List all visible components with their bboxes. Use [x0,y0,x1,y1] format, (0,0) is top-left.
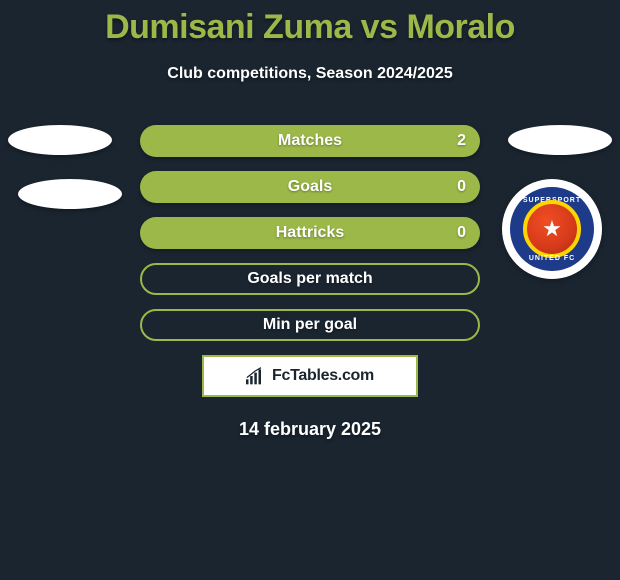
chart-icon [246,367,266,385]
season-subtitle: Club competitions, Season 2024/2025 [0,65,620,83]
snapshot-date: 14 february 2025 [0,419,620,440]
stat-label: Goals [288,178,332,196]
page-title: Dumisani Zuma vs Moralo [0,0,620,47]
stat-value: 0 [457,178,466,196]
stat-label: Matches [278,132,342,150]
stat-label: Hattricks [276,224,344,242]
stat-row-min-per-goal: Min per goal [140,309,480,341]
stat-label: Goals per match [247,270,372,288]
stat-row-matches: Matches 2 [140,125,480,157]
stat-row-goals-per-match: Goals per match [140,263,480,295]
player-avatar-left-2 [18,179,122,209]
stats-container: SUPERSPORT ★ UNITED FC Matches 2 Goals 0… [0,125,620,397]
stat-value: 0 [457,224,466,242]
star-icon: ★ [542,216,562,242]
stat-label: Min per goal [263,316,357,334]
stat-row-hattricks: Hattricks 0 [140,217,480,249]
stat-row-goals: Goals 0 [140,171,480,203]
club-badge: SUPERSPORT ★ UNITED FC [502,179,602,279]
club-badge-core: ★ [523,200,581,258]
player-avatar-right-1 [508,125,612,155]
club-badge-text-bottom: UNITED FC [516,255,588,262]
stat-value: 2 [457,132,466,150]
player-avatar-left-1 [8,125,112,155]
club-badge-ring: SUPERSPORT ★ UNITED FC [510,187,594,271]
brand-box[interactable]: FcTables.com [202,355,418,397]
brand-label: FcTables.com [272,367,374,385]
